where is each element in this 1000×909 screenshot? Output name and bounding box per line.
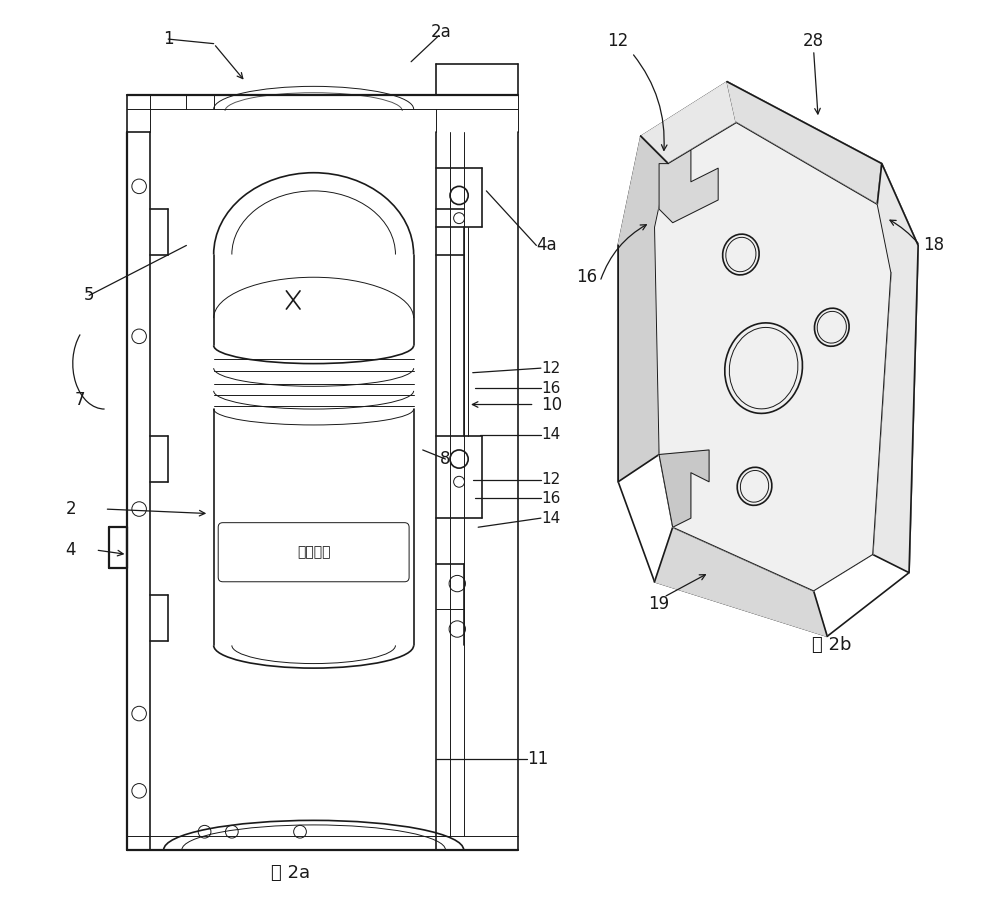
Polygon shape (659, 150, 718, 223)
Text: 4a: 4a (536, 236, 557, 255)
Text: 10: 10 (541, 395, 562, 414)
Polygon shape (727, 82, 882, 205)
Text: 2a: 2a (431, 23, 451, 41)
Polygon shape (873, 164, 918, 573)
Text: 12: 12 (541, 473, 560, 487)
Text: 16: 16 (541, 491, 560, 505)
Text: 2: 2 (66, 500, 76, 518)
Polygon shape (641, 82, 736, 164)
Text: 8: 8 (440, 450, 451, 468)
Text: 18: 18 (923, 236, 944, 255)
Text: 7: 7 (75, 391, 85, 409)
Text: 28: 28 (803, 32, 824, 50)
Text: 11: 11 (527, 750, 549, 768)
Text: 12: 12 (541, 361, 560, 375)
Polygon shape (618, 136, 668, 482)
Text: 图 2b: 图 2b (812, 636, 852, 654)
Text: 16: 16 (576, 268, 597, 286)
Text: 14: 14 (541, 511, 560, 525)
Text: 4: 4 (66, 541, 76, 559)
Text: 图 2a: 图 2a (271, 864, 310, 882)
Text: 均一容器: 均一容器 (297, 544, 330, 559)
FancyBboxPatch shape (218, 523, 409, 582)
Text: 1: 1 (163, 30, 174, 48)
Text: 14: 14 (541, 427, 560, 442)
Polygon shape (659, 450, 709, 527)
Text: 16: 16 (541, 381, 560, 395)
Text: 19: 19 (649, 595, 670, 614)
Polygon shape (655, 123, 891, 591)
Text: 12: 12 (608, 32, 629, 50)
Polygon shape (655, 527, 827, 636)
Text: 5: 5 (84, 286, 94, 305)
